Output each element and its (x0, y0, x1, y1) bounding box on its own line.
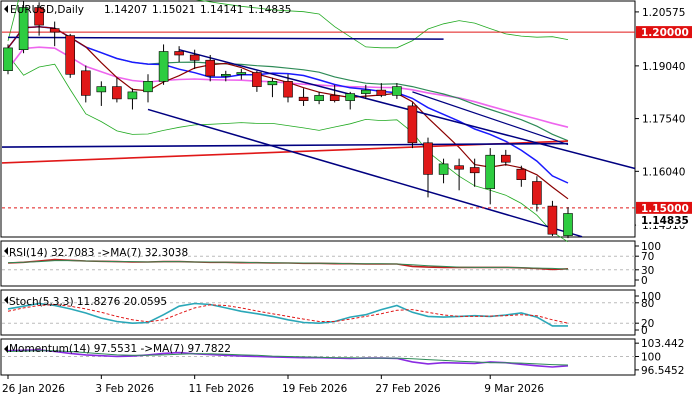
indicator-tick-label: 80 (641, 298, 654, 310)
indicator-tick-label: 96.5452 (641, 365, 684, 377)
date-label: 19 Feb 2026 (282, 383, 348, 395)
candle-body (267, 81, 278, 86)
candle-body (485, 154, 496, 189)
momentum-layer (2, 349, 635, 368)
symbol-label: EURUSD,Daily (10, 4, 84, 16)
close-value: 1.14835 (248, 4, 291, 16)
rsi-ma-line (7, 260, 569, 270)
upper-band-line (7, 0, 569, 49)
price-tick-label: 1.17540 (642, 114, 685, 126)
candle-body (532, 181, 542, 205)
candle-body (283, 81, 293, 98)
candle-body (547, 205, 558, 235)
price-tick-label: 1.16040 (642, 166, 685, 178)
price-label: 1.20000 (641, 27, 689, 39)
candle-body (423, 142, 433, 175)
candle-body (438, 163, 449, 175)
indicator-tick-label: 100 (641, 241, 661, 253)
collapse-arrow-icon (4, 5, 8, 13)
candle-body (236, 72, 247, 75)
price-layer (1, 0, 636, 243)
candle-body (314, 95, 324, 102)
date-label: 27 Feb 2026 (375, 383, 441, 395)
price-tick-label: 1.20575 (642, 7, 685, 19)
stoch-layer (2, 302, 635, 327)
candle-body (454, 165, 464, 170)
candle-body (18, 7, 29, 51)
horizontal-trendline (7, 36, 444, 40)
date-label: 26 Jan 2026 (2, 383, 65, 395)
candle-body (500, 154, 511, 163)
candle-body (143, 81, 153, 93)
candle-body (158, 51, 169, 82)
upper-channel-line (178, 48, 636, 170)
blue-ma-line (7, 26, 569, 184)
candle-body (469, 167, 480, 174)
price-label-bg (636, 26, 692, 39)
axis-layer: 1.205751.190401.175401.160401.145101.200… (2, 7, 692, 395)
candle-body (34, 7, 44, 26)
stoch-main-line (7, 302, 568, 327)
candle-body (81, 70, 91, 96)
price-tick-label: 1.19040 (642, 61, 685, 73)
price-label: 1.15000 (641, 203, 689, 215)
rsi-layer (2, 255, 635, 271)
candle-body (174, 51, 184, 56)
candle-body (65, 35, 75, 75)
candle-body (360, 89, 371, 94)
candle-body (127, 91, 138, 100)
candle-body (345, 93, 356, 101)
candle-body (563, 213, 573, 236)
indicator-tick-label: 100 (641, 291, 661, 303)
candle-body (96, 86, 107, 93)
indicator-tick-label: 100 (641, 352, 661, 364)
candle-body (189, 54, 200, 61)
candle-body (205, 59, 215, 77)
date-label: 9 Mar 2026 (484, 383, 544, 395)
candle-body (516, 168, 527, 180)
candle-body (376, 89, 387, 96)
collapse-arrow-icon (4, 345, 8, 353)
price-label-bg (636, 213, 692, 226)
indicator-tick-label: 0 (641, 275, 648, 287)
collapse-arrow-icon (4, 296, 8, 304)
lower-channel-line (147, 108, 583, 238)
collapse-arrow-icon (4, 247, 8, 255)
price-pane (0, 0, 636, 238)
rsi-title: RSI(14) 32.7083 ->MA(7) 32.3038 (9, 247, 188, 259)
momentum-title: Momentum(14) 97.5531 ->MA(7) 97.7822 (9, 343, 231, 355)
indicator-tick-label: 30 (641, 265, 654, 277)
indicator-tick-label: 70 (641, 251, 654, 263)
candle-body (3, 47, 13, 72)
price-label: 1.14835 (641, 215, 689, 227)
candle-body (392, 86, 402, 96)
open-value: 1.14207 (104, 4, 147, 16)
chart-header: EURUSD,Daily 1.14207 1.15021 1.14141 1.1… (4, 4, 291, 16)
stoch-title: Stoch(5,3,3) 11.8276 20.0595 (9, 296, 167, 308)
high-value: 1.15021 (152, 4, 195, 16)
candle-body (407, 105, 418, 144)
indicator-tick-label: 0 (641, 325, 648, 337)
stoch-signal-line (7, 303, 569, 324)
momentum-line (7, 349, 569, 368)
navy-ma-line (1, 142, 569, 148)
candle-body (298, 96, 309, 101)
indicator-tick-label: 20 (641, 318, 654, 330)
candle-body (252, 72, 262, 87)
date-label: 11 Feb 2026 (189, 383, 255, 395)
price-label-bg (636, 201, 692, 214)
indicator-tick-label: 103.442 (641, 338, 684, 350)
date-label: 3 Feb 2026 (95, 383, 154, 395)
candle-body (49, 28, 60, 33)
low-value: 1.14141 (200, 4, 243, 16)
stoch-pane (0, 289, 636, 336)
candle-body (221, 74, 231, 77)
momentum-ma-line (7, 350, 569, 366)
inner-trendline (412, 91, 569, 146)
candle-body (112, 86, 122, 100)
candle-body (329, 95, 340, 102)
